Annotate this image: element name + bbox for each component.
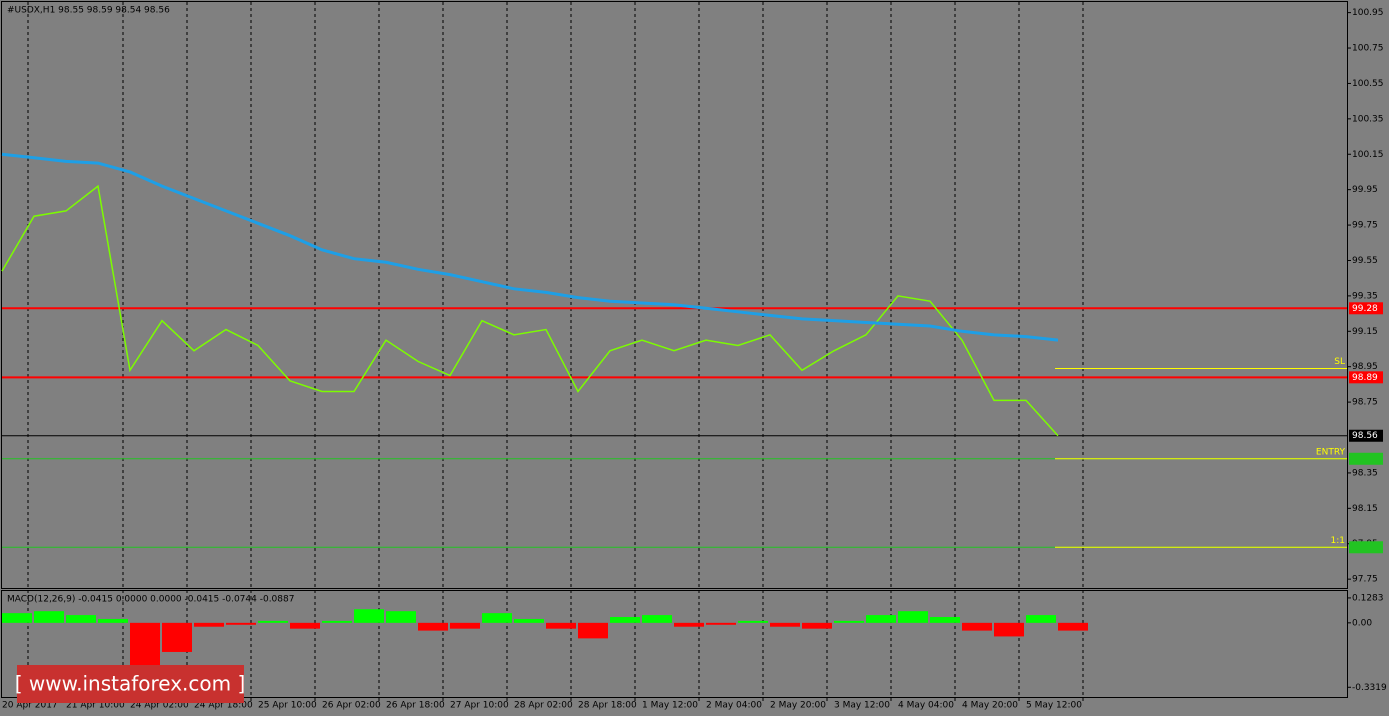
macd-bar [290, 622, 320, 629]
y-tick-label: 100.35 [1352, 114, 1384, 124]
y-tick-label: 98.35 [1352, 468, 1378, 478]
x-tick-label: 5 May 12:00 [1026, 701, 1082, 711]
macd-bar [450, 622, 480, 629]
trade-label: ENTRY [1316, 447, 1346, 457]
macd-bar [930, 617, 960, 623]
y-tick-label: 98.95 [1352, 362, 1378, 372]
macd-bar [994, 622, 1024, 637]
main-frame [1, 1, 1348, 589]
macd-bar [194, 622, 224, 627]
chart-title: #USDX,H1 98.55 98.59 98.54 98.56 [7, 6, 170, 16]
x-tick-label: 26 Apr 18:00 [386, 701, 445, 711]
y-tick-label: 99.35 [1352, 291, 1378, 301]
price-line [1, 184, 1059, 437]
x-tick-label: 2 May 20:00 [770, 701, 826, 711]
y-tick-label: 99.55 [1352, 256, 1378, 266]
y-tick-label: 99.15 [1352, 327, 1378, 337]
y-tick-label: 98.15 [1352, 504, 1378, 514]
y-tick-label: 97.75 [1352, 575, 1378, 585]
y-tick-label: 0.00 [1352, 618, 1372, 628]
x-tick-label: 28 Apr 02:00 [514, 701, 573, 711]
y-tick-label: 98.75 [1352, 398, 1378, 408]
macd-title: MACD(12,26,9) -0.0415 0.0000 0.0000 -0.0… [7, 595, 294, 605]
x-tick-label: 28 Apr 18:00 [578, 701, 637, 711]
x-tick-label: 21 Apr 10:00 [66, 701, 125, 711]
level-box [1349, 371, 1383, 384]
macd-bar [258, 620, 288, 623]
watermark-box [17, 665, 244, 703]
macd-bar [130, 622, 160, 672]
macd-bar [418, 622, 448, 631]
y-tick-label: 100.95 [1352, 8, 1384, 18]
macd-bar [98, 618, 128, 623]
macd-bar [66, 615, 96, 623]
level-box [1349, 429, 1383, 442]
macd-frame [1, 590, 1348, 698]
macd-bar [898, 611, 928, 623]
macd-bar [578, 622, 608, 639]
y-tick-label: 0.1283 [1352, 593, 1384, 603]
level-box [1349, 302, 1383, 315]
y-tick-label: 99.75 [1352, 221, 1378, 231]
watermark: [ www.instaforex.com ] [15, 672, 246, 696]
y-tick-label: -0.3319 [1352, 683, 1387, 693]
trade-box [1349, 541, 1383, 554]
macd-bar [34, 611, 64, 623]
macd-bar [706, 622, 736, 625]
macd-bar [482, 613, 512, 623]
macd-bar [738, 620, 768, 623]
macd-bar [162, 622, 192, 652]
trade-box [1349, 452, 1383, 465]
macd-bar [770, 622, 800, 627]
trade-label: 1:1 [1331, 536, 1345, 546]
macd-bar [802, 622, 832, 629]
x-tick-label: 27 Apr 10:00 [450, 701, 509, 711]
x-tick-label: 1 May 12:00 [642, 701, 698, 711]
macd-bar [1058, 622, 1088, 631]
macd-bar [834, 620, 864, 623]
y-tick-label: 100.55 [1352, 79, 1384, 89]
macd-bar [1026, 615, 1056, 623]
macd-bar [962, 622, 992, 631]
macd-bar [546, 622, 576, 629]
x-tick-label: 2 May 04:00 [706, 701, 762, 711]
macd-bar [642, 615, 672, 623]
level-label: 98.56 [1352, 431, 1378, 441]
level-label: 99.28 [1352, 304, 1378, 314]
x-tick-label: 25 Apr 10:00 [258, 701, 317, 711]
x-tick-label: 26 Apr 02:00 [322, 701, 381, 711]
macd-bar [354, 609, 384, 623]
y-tick-label: 100.75 [1352, 44, 1384, 54]
macd-bar [226, 622, 256, 625]
x-tick-label: 20 Apr 2017 [2, 701, 58, 711]
macd-bar [866, 615, 896, 623]
macd-bar [386, 611, 416, 623]
macd-bar [2, 613, 32, 623]
macd-bar [674, 622, 704, 627]
x-tick-label: 4 May 04:00 [898, 701, 954, 711]
macd-bar [610, 617, 640, 623]
x-tick-label: 24 Apr 02:00 [130, 701, 189, 711]
y-tick-label: 100.15 [1352, 150, 1384, 160]
x-tick-label: 24 Apr 18:00 [194, 701, 253, 711]
y-tick-label: 99.95 [1352, 185, 1378, 195]
macd-bar [514, 618, 544, 623]
macd-bar [322, 620, 352, 623]
level-label: 98.89 [1352, 373, 1378, 383]
x-tick-label: 4 May 20:00 [962, 701, 1018, 711]
moving-average [1, 152, 1059, 342]
x-tick-label: 3 May 12:00 [834, 701, 890, 711]
trade-label: SL [1334, 357, 1345, 367]
